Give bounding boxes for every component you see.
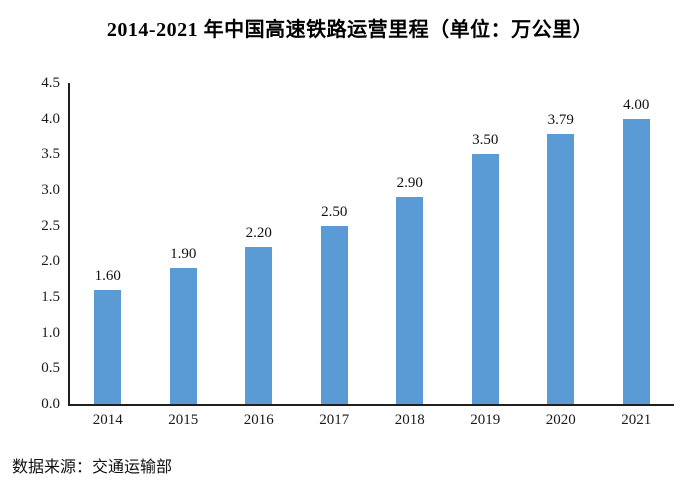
bar-slot: 2.90 <box>372 83 448 404</box>
bar-value-label: 2.20 <box>245 225 272 242</box>
bar-slot: 2.20 <box>221 83 297 404</box>
y-tick-label: 1.5 <box>41 289 60 305</box>
bar-value-label: 4.00 <box>623 96 650 113</box>
x-tick-label: 2014 <box>92 412 123 428</box>
y-tick-label: 2.0 <box>41 253 60 270</box>
y-axis: 4.5 4.0 3.5 3.0 2.5 2.0 1.5 1.0 0.5 0.0 <box>0 75 60 412</box>
bar-value-label: 2.50 <box>321 203 348 220</box>
bar <box>320 225 348 404</box>
bar <box>622 118 650 404</box>
source-note: 数据来源：交通运输部 <box>12 459 173 476</box>
bar <box>547 133 575 404</box>
y-tick-label: 4.5 <box>41 75 60 91</box>
y-tick-label: 0.0 <box>41 396 60 412</box>
bar-slot: 2.50 <box>297 83 373 404</box>
bar <box>245 247 273 404</box>
bar <box>471 154 499 404</box>
x-tick-label: 2019 <box>470 412 501 428</box>
bar-value-label: 1.90 <box>170 246 197 263</box>
y-tick-label: 2.5 <box>41 217 60 234</box>
bar-slot: 4.00 <box>599 83 675 404</box>
plot-area: 1.60 1.90 2.20 2.50 2.90 3.50 3.79 4.00 <box>68 83 674 406</box>
bar-slot: 1.90 <box>146 83 222 404</box>
bar <box>94 289 122 404</box>
x-tick-label: 2021 <box>621 412 652 428</box>
y-tick-label: 3.5 <box>41 146 60 163</box>
bar-value-label: 2.90 <box>396 175 423 192</box>
x-tick-label: 2020 <box>545 412 576 428</box>
bar-slot: 3.79 <box>523 83 599 404</box>
x-tick-label: 2018 <box>394 412 425 428</box>
bar <box>169 268 197 404</box>
y-tick-label: 3.0 <box>41 182 60 198</box>
bar-slot: 3.50 <box>448 83 524 404</box>
y-tick-label: 1.0 <box>41 324 60 341</box>
y-tick-label: 0.5 <box>41 360 60 377</box>
x-axis: 2014 2015 2016 2017 2018 2019 2020 2021 <box>70 412 674 429</box>
x-tick-label: 2016 <box>243 412 274 428</box>
bar-slot: 1.60 <box>70 83 146 404</box>
bar-value-label: 1.60 <box>94 267 121 284</box>
chart-title: 2014-2021 年中国高速铁路运营里程（单位：万公里） <box>106 19 594 41</box>
bar-value-label: 3.50 <box>472 132 499 149</box>
y-tick-label: 4.0 <box>41 110 60 127</box>
x-tick-label: 2015 <box>168 412 199 428</box>
bar-value-label: 3.79 <box>547 111 574 128</box>
x-tick-label: 2017 <box>319 412 350 428</box>
bar <box>396 197 424 404</box>
